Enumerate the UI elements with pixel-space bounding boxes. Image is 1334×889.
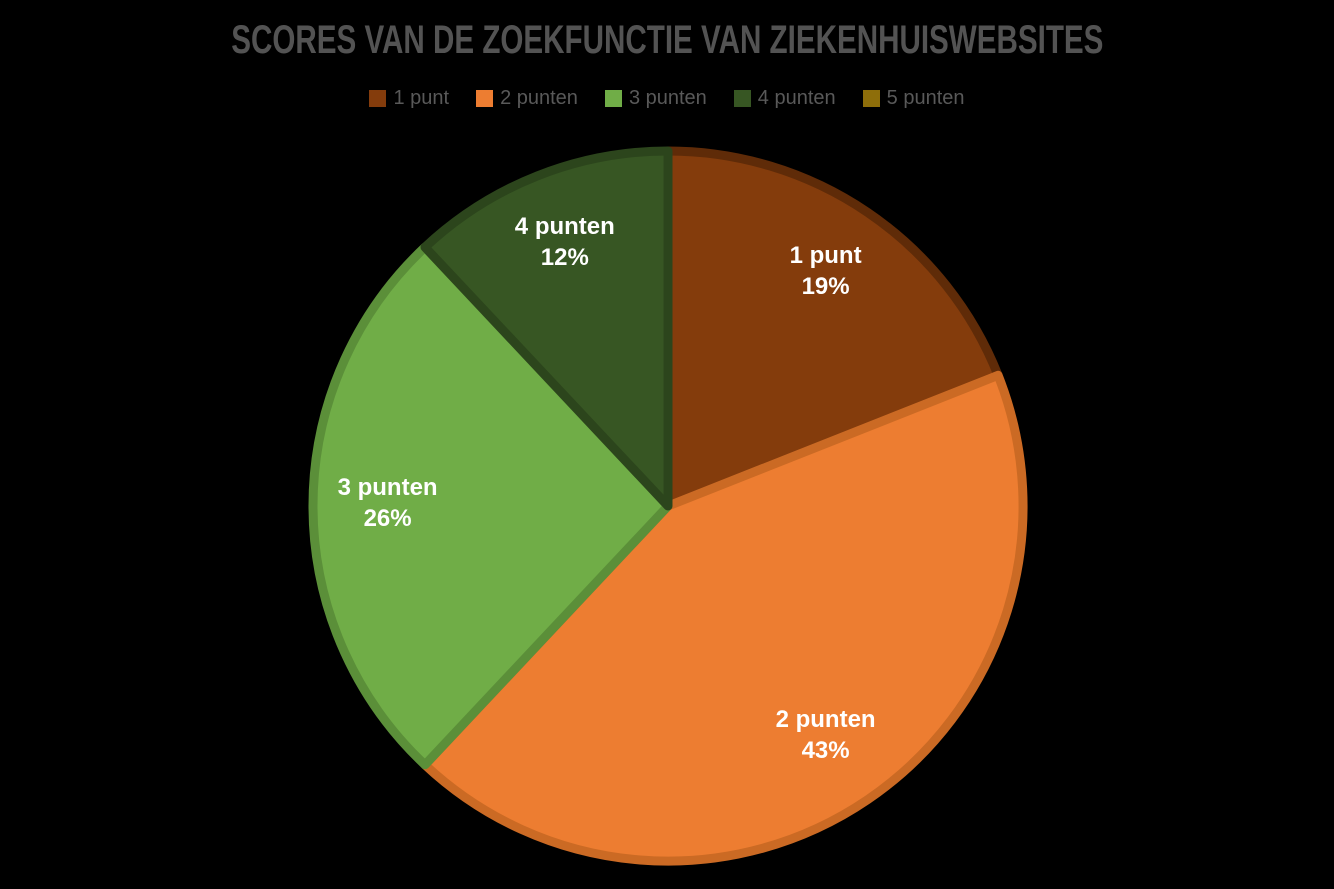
pie-slice-2-punten	[420, 370, 1028, 866]
chart-title: SCORES VAN DE ZOEKFUNCTIE VAN ZIEKENHUIS…	[0, 18, 1334, 62]
legend: 1 punt 2 punten 3 punten 4 punten 5 punt…	[0, 87, 1334, 110]
legend-label: 2 punten	[500, 87, 578, 109]
data-label-2-punten: 2 punten 43%	[776, 706, 876, 764]
legend-label: 3 punten	[628, 87, 707, 109]
legend-item-2-punten: 2 punten	[476, 87, 578, 110]
pie-slice-1-punt	[663, 146, 1003, 511]
legend-item-4-punten: 4 punten	[733, 87, 836, 110]
legend-label: 4 punten	[757, 87, 836, 109]
data-label-3-punten: 3 punten 26%	[338, 474, 438, 532]
legend-item-3-punten: 3 punten	[604, 87, 707, 110]
legend-item-5-punten: 5 punten	[862, 87, 965, 110]
legend-label: 5 punten	[886, 87, 965, 109]
legend-label: 1 punt	[393, 87, 450, 109]
chart-title-text: SCORES VAN DE ZOEKFUNCTIE VAN ZIEKENHUIS…	[230, 18, 1104, 62]
data-label-1-punt: 1 punt 19%	[790, 242, 862, 300]
legend-swatch	[476, 90, 494, 107]
legend-swatch	[733, 90, 751, 107]
legend-swatch	[369, 90, 387, 107]
legend-swatch	[862, 90, 880, 107]
legend-swatch	[604, 90, 622, 107]
legend-item-1-punt: 1 punt	[369, 87, 449, 110]
pie-slice-4-punten	[420, 146, 673, 511]
data-label-4-punten: 4 punten 12%	[515, 213, 615, 271]
pie-slice-3-punten	[308, 242, 673, 770]
